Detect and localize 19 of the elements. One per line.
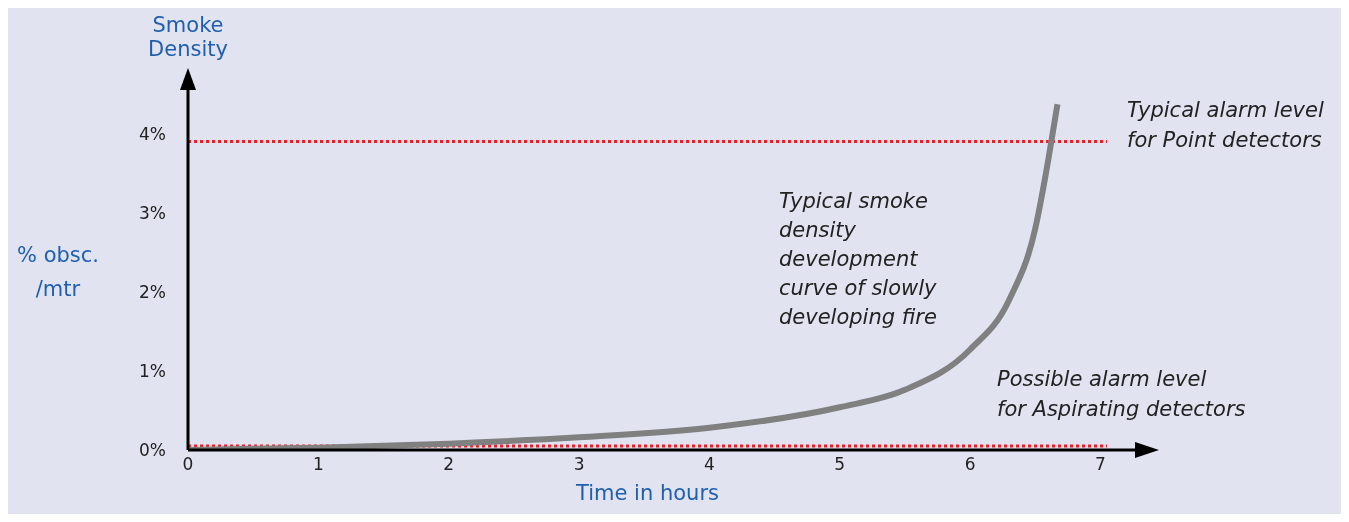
chart-title: Smoke Density: [148, 13, 228, 61]
x-tick-label: 2: [443, 454, 455, 475]
y-axis-title: % obsc. /mtr: [17, 243, 99, 301]
x-tick-label: 7: [1095, 454, 1106, 475]
x-axis-title: Time in hours: [575, 481, 719, 505]
y-tick-label: 2%: [139, 281, 166, 302]
ref-line-label: Typical alarm level for Point detectors: [1127, 98, 1324, 153]
x-tick-label: 3: [573, 454, 585, 475]
x-tick-label: 1: [312, 454, 324, 475]
x-tick-label: 4: [704, 454, 715, 475]
x-tick-label: 6: [964, 454, 976, 475]
y-tick-label: 3%: [139, 202, 166, 223]
x-tick-label: 5: [834, 454, 846, 475]
x-tick-label: 0: [182, 454, 194, 475]
ref-line-label: Possible alarm level for Aspirating detectors: [997, 367, 1246, 422]
y-tick-label: 1%: [139, 360, 166, 381]
annotation: Typical smoke density development curve of slowly developing fire: [779, 189, 938, 329]
y-tick-label: 0%: [139, 440, 166, 461]
y-tick-label: 4%: [139, 123, 166, 144]
